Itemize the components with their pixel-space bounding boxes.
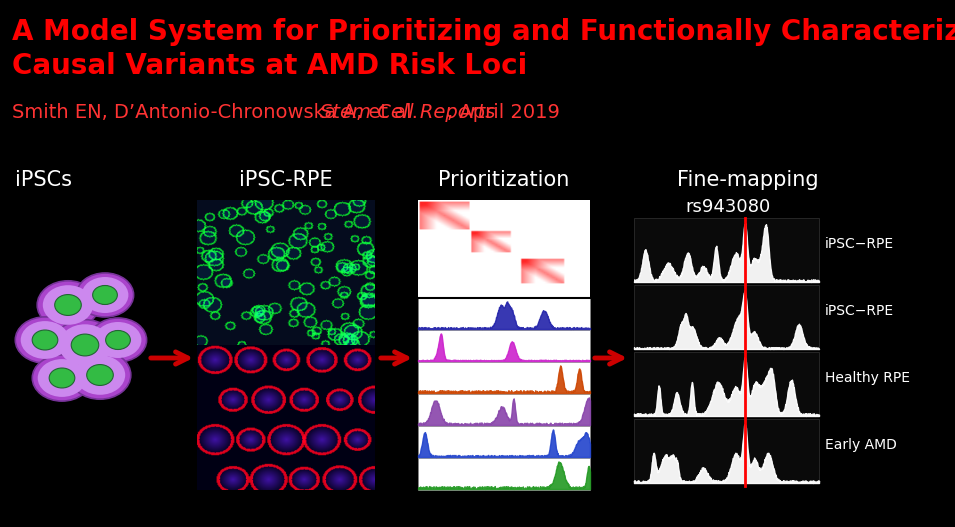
Text: , April 2019: , April 2019 — [447, 103, 560, 122]
Text: iPSC−RPE: iPSC−RPE — [825, 304, 894, 318]
Bar — [418, 362, 590, 394]
Bar — [634, 419, 819, 483]
Ellipse shape — [49, 368, 74, 388]
Bar — [634, 218, 819, 282]
Text: iPSC-RPE: iPSC-RPE — [239, 170, 332, 190]
Ellipse shape — [106, 330, 130, 349]
Bar — [418, 298, 590, 330]
Ellipse shape — [59, 324, 111, 366]
Ellipse shape — [37, 281, 98, 329]
Text: iPSC−RPE: iPSC−RPE — [825, 237, 894, 251]
Text: Causal Variants at AMD Risk Loci: Causal Variants at AMD Risk Loci — [12, 52, 527, 80]
Ellipse shape — [54, 295, 81, 316]
Bar — [418, 394, 590, 426]
Ellipse shape — [72, 334, 98, 356]
Ellipse shape — [87, 365, 114, 385]
Text: Fine-mapping: Fine-mapping — [677, 170, 818, 190]
Ellipse shape — [15, 317, 74, 363]
Text: Stem Cell Reports: Stem Cell Reports — [320, 103, 495, 122]
Ellipse shape — [69, 351, 131, 399]
Bar — [418, 426, 590, 458]
Text: Smith EN, D’Antonio-Chronowska A, et al.: Smith EN, D’Antonio-Chronowska A, et al. — [12, 103, 424, 122]
Ellipse shape — [81, 277, 128, 313]
Text: Prioritization: Prioritization — [438, 170, 570, 190]
Bar — [634, 352, 819, 416]
Bar — [418, 330, 590, 362]
Text: Healthy RPE: Healthy RPE — [825, 370, 910, 385]
Ellipse shape — [95, 322, 141, 358]
Text: Early AMD: Early AMD — [825, 437, 897, 452]
Ellipse shape — [37, 359, 86, 397]
Ellipse shape — [32, 355, 92, 401]
Ellipse shape — [93, 286, 117, 305]
Bar — [418, 458, 590, 490]
Ellipse shape — [43, 285, 94, 325]
Ellipse shape — [90, 318, 147, 362]
Ellipse shape — [53, 320, 117, 370]
Text: iPSCs: iPSCs — [15, 170, 72, 190]
Ellipse shape — [76, 273, 134, 317]
Text: A Model System for Prioritizing and Functionally Characterizing: A Model System for Prioritizing and Func… — [12, 18, 955, 46]
Ellipse shape — [74, 355, 125, 395]
Bar — [634, 285, 819, 349]
Ellipse shape — [21, 321, 70, 359]
Text: rs943080: rs943080 — [686, 198, 771, 216]
Ellipse shape — [32, 330, 58, 350]
